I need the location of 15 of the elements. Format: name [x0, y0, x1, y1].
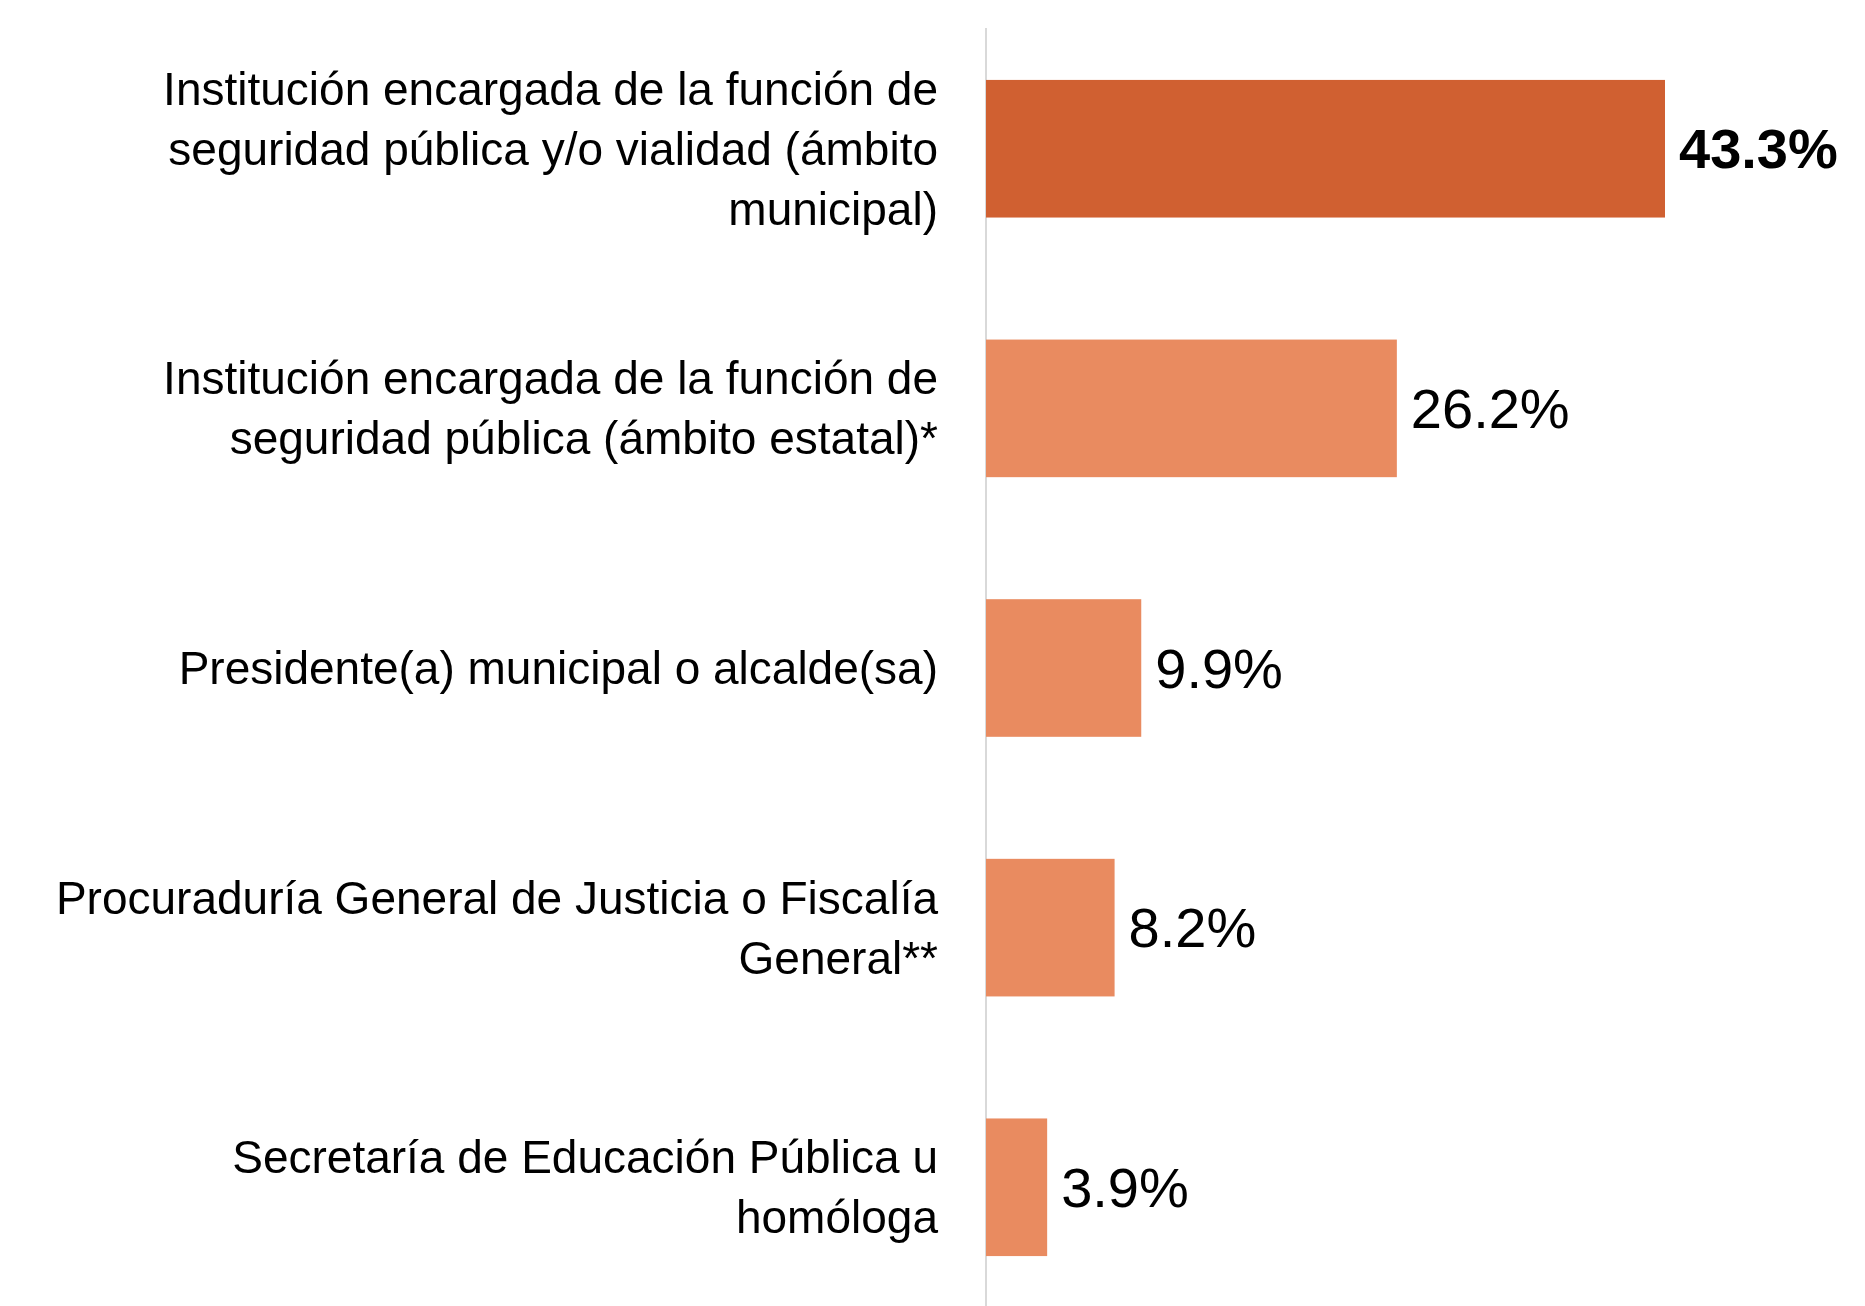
data-label: 9.9%	[1155, 636, 1283, 700]
bar	[986, 79, 1665, 218]
y-tick-label: Institución encargada de la función de seguridad pública (ámbito estatal)*	[163, 352, 939, 465]
data-label: 26.2%	[1410, 376, 1570, 440]
data-label: 43.3%	[1679, 117, 1838, 181]
y-tick-label: Presidente(a) municipal o alcalde(sa)	[178, 642, 938, 694]
bar	[986, 1118, 1048, 1257]
y-tick-label: Procuraduría General de Justicia o Fiscalía General**	[55, 871, 939, 984]
y-tick-label: Secretaría de Educación Pública u homóloga	[232, 1131, 939, 1244]
bar	[986, 339, 1397, 478]
y-tick-label: Institución encargada de la función de seguridad pública y/o vialidad (ámbito municipal)	[163, 62, 938, 235]
bar	[986, 858, 1115, 997]
data-label: 3.9%	[1061, 1155, 1189, 1219]
data-label: 8.2%	[1128, 896, 1257, 960]
bar	[986, 599, 1142, 737]
